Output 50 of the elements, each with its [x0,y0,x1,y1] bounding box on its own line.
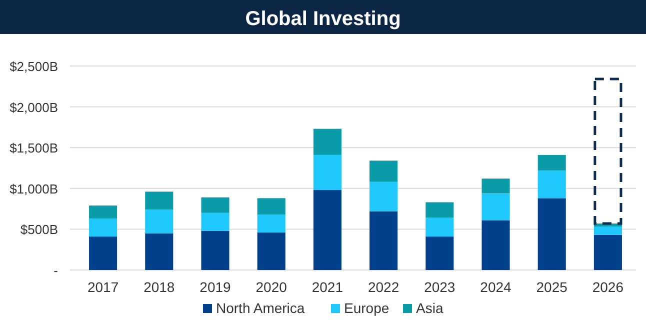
bar [538,154,566,170]
bar [145,192,174,210]
y-tick-label: $2,500B [10,59,58,74]
x-tick-label: 2018 [144,279,175,295]
x-tick-label: 2025 [536,279,568,295]
bar [89,236,118,270]
y-tick-label: $1,000B [10,181,58,196]
bar [370,160,398,182]
y-tick-label: $500B [20,222,58,238]
bar [594,226,622,235]
x-tick-label: 2019 [200,279,232,295]
bar [145,210,174,234]
chart-title: Global Investing [245,8,401,30]
bar [313,154,342,190]
x-tick-label: 2024 [480,279,512,295]
bar [426,218,454,237]
bar [89,206,118,219]
bar [201,212,230,231]
legend-label: Asia [416,300,444,316]
bar [426,202,454,218]
x-tick-label: 2022 [368,279,400,295]
bar [370,182,398,212]
x-tick-label: 2026 [592,279,624,295]
bar [145,233,174,270]
y-tick-label: $1,500B [10,140,58,156]
x-tick-label: 2020 [256,279,288,295]
bar [594,234,622,270]
x-tick-label: 2017 [87,279,119,295]
bar [594,78,622,225]
bar [482,178,510,194]
bar [257,214,286,232]
bar [482,193,510,220]
bar [201,230,230,270]
x-tick-label: 2021 [312,279,344,295]
bar [201,197,230,213]
bar [370,211,398,270]
bar [257,232,286,270]
bar [426,236,454,270]
x-tick-label: 2023 [424,279,456,295]
bar [257,198,286,215]
bar [89,218,118,237]
bar [482,220,510,270]
bar [538,198,566,270]
bar [313,190,342,270]
legend-label: North America [216,300,305,316]
legend-label: Europe [344,300,390,316]
y-tick-label: - [54,263,58,278]
y-tick-label: $2,000B [10,100,58,115]
bar [313,128,342,155]
bar [538,170,566,198]
